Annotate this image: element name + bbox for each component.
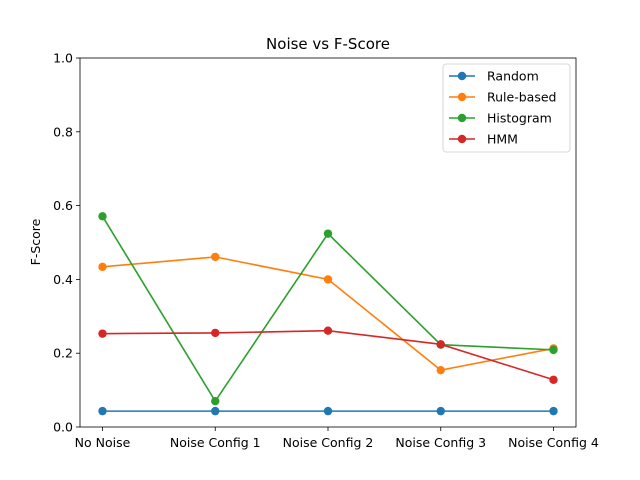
x-tick-label: Noise Config 3 bbox=[395, 435, 486, 450]
legend-swatch-marker bbox=[457, 113, 467, 123]
data-point bbox=[323, 326, 333, 335]
plot-area: 0.0 0.2 0.4 0.6 0.8 1.0 No Noise Noise Config 1… bbox=[53, 51, 599, 451]
legend-swatch-marker bbox=[457, 71, 467, 81]
chart-title: Noise vs F-Score bbox=[266, 35, 390, 53]
data-point bbox=[323, 406, 333, 416]
y-tick-label: 0.8 bbox=[53, 124, 73, 139]
data-point bbox=[436, 340, 445, 349]
legend-label: Random bbox=[487, 69, 539, 84]
data-point bbox=[211, 396, 220, 406]
data-point bbox=[211, 252, 220, 262]
data-point bbox=[98, 212, 107, 221]
x-tick-label: Noise Config 2 bbox=[283, 435, 374, 450]
axes-frame bbox=[79, 57, 577, 428]
data-point bbox=[211, 406, 220, 416]
series-line-rule-based bbox=[102, 256, 554, 372]
series-line-hmm bbox=[102, 329, 554, 381]
x-tick-label: Noise Config 4 bbox=[508, 435, 599, 450]
data-point bbox=[98, 262, 107, 272]
legend-swatch-marker bbox=[457, 134, 467, 144]
data-point bbox=[98, 329, 107, 338]
legend-box bbox=[442, 63, 571, 153]
x-tick-label: No Noise bbox=[75, 435, 131, 450]
legend-label: HMM bbox=[487, 132, 518, 147]
y-tick-label: 0.4 bbox=[53, 272, 73, 287]
y-tick-label: 1.0 bbox=[53, 51, 73, 66]
data-point bbox=[98, 406, 107, 416]
data-point bbox=[549, 345, 558, 355]
legend-label: Rule-based bbox=[487, 90, 556, 105]
legend-swatch-marker bbox=[457, 92, 467, 102]
data-point bbox=[323, 275, 333, 284]
y-axis-label: F-Score bbox=[28, 218, 43, 265]
y-tick-label: 0.2 bbox=[53, 346, 73, 361]
x-tick-label: Noise Config 1 bbox=[170, 435, 261, 450]
series-line-histogram bbox=[101, 215, 554, 403]
data-point bbox=[549, 375, 558, 384]
y-tick-label: 0.6 bbox=[53, 198, 73, 213]
data-point bbox=[436, 365, 445, 375]
y-tick-label: 0.0 bbox=[53, 420, 73, 435]
data-point bbox=[323, 229, 333, 238]
data-point bbox=[549, 406, 558, 416]
legend-label: Histogram bbox=[487, 111, 552, 126]
data-point bbox=[211, 328, 220, 338]
data-point bbox=[436, 406, 445, 416]
